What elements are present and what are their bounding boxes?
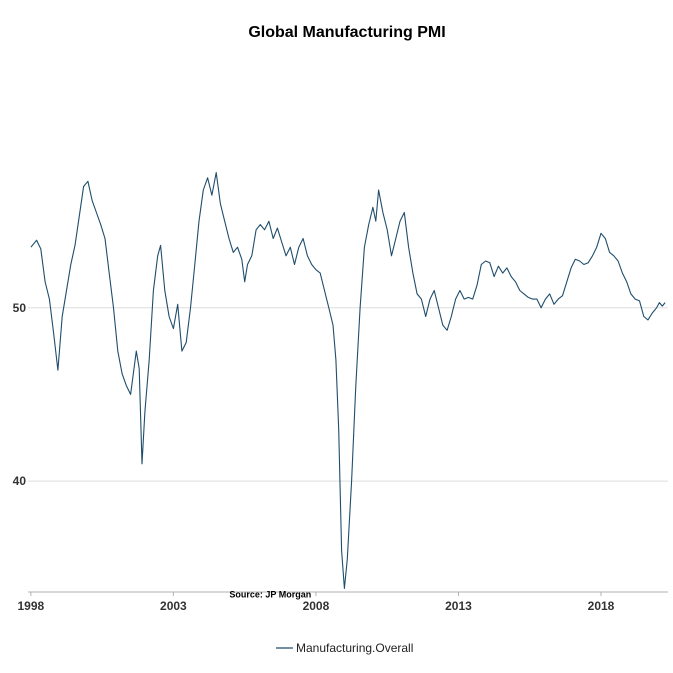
- x-tick-label: 2018: [588, 599, 615, 613]
- x-tick-label: 2008: [303, 599, 330, 613]
- legend: Manufacturing.Overall: [276, 641, 413, 655]
- x-axis-ticks: 1998 2003 2008 2013 2018: [17, 592, 615, 613]
- legend-label: Manufacturing.Overall: [296, 641, 413, 655]
- series-line-manufacturing-overall: [30, 172, 666, 590]
- chart-title: Global Manufacturing PMI: [248, 24, 445, 41]
- x-tick-label: 2013: [445, 599, 472, 613]
- source-annotation: Source: JP Morgan: [229, 590, 311, 600]
- x-tick-label: 2003: [160, 599, 187, 613]
- y-tick-label: 40: [13, 474, 27, 488]
- x-tick-label: 1998: [17, 599, 44, 613]
- gridlines: [28, 307, 668, 482]
- y-axis-ticks: 40 50: [13, 301, 27, 488]
- y-tick-label: 50: [13, 301, 27, 315]
